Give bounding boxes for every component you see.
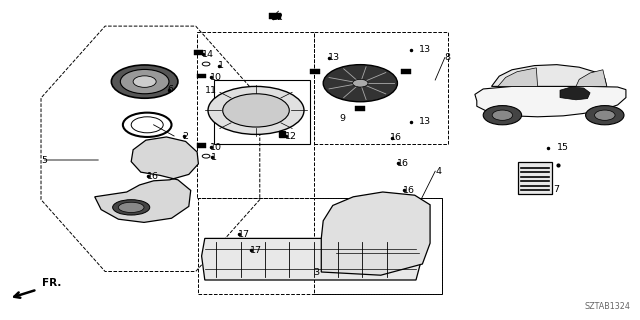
Circle shape: [202, 62, 210, 66]
Polygon shape: [321, 192, 430, 275]
Text: 12: 12: [272, 13, 284, 22]
Text: 16: 16: [403, 186, 415, 195]
Text: 11: 11: [205, 86, 217, 95]
Circle shape: [323, 65, 397, 102]
Circle shape: [133, 76, 156, 87]
Text: 16: 16: [397, 159, 409, 168]
Bar: [198, 198, 442, 294]
Bar: [355, 106, 365, 111]
Bar: [314, 32, 448, 144]
Text: 1: 1: [211, 153, 217, 162]
Text: 10: 10: [210, 143, 222, 152]
Circle shape: [483, 106, 522, 125]
Polygon shape: [95, 137, 198, 222]
Circle shape: [353, 79, 368, 87]
Text: 13: 13: [419, 45, 431, 54]
Text: 16: 16: [390, 133, 403, 142]
Text: 10: 10: [210, 73, 222, 82]
Text: 13: 13: [419, 117, 431, 126]
Bar: [194, 50, 203, 55]
Bar: [197, 32, 314, 198]
Bar: [269, 13, 281, 19]
Text: 2: 2: [182, 132, 188, 140]
Circle shape: [223, 94, 289, 127]
Polygon shape: [492, 65, 607, 86]
Circle shape: [595, 110, 615, 120]
Text: 15: 15: [557, 143, 569, 152]
Circle shape: [202, 154, 210, 158]
Text: 17: 17: [238, 230, 250, 239]
Bar: [314, 198, 442, 294]
Text: 7: 7: [554, 185, 559, 194]
Circle shape: [120, 69, 169, 94]
Circle shape: [586, 106, 624, 125]
Text: 3: 3: [314, 268, 320, 277]
Text: 12: 12: [285, 132, 297, 140]
Polygon shape: [576, 70, 607, 86]
Bar: [401, 69, 411, 74]
Text: 17: 17: [250, 246, 262, 255]
Polygon shape: [560, 87, 590, 100]
Bar: [518, 162, 552, 194]
Text: 14: 14: [202, 50, 214, 59]
Text: 8: 8: [445, 53, 451, 62]
Ellipse shape: [118, 202, 144, 212]
Polygon shape: [475, 86, 626, 117]
Text: 4: 4: [435, 167, 441, 176]
Ellipse shape: [113, 200, 150, 215]
Text: FR.: FR.: [42, 278, 61, 288]
Polygon shape: [202, 238, 422, 280]
Text: 13: 13: [328, 53, 340, 62]
Text: 16: 16: [147, 172, 159, 180]
Text: 9: 9: [339, 114, 345, 123]
Bar: [197, 143, 206, 148]
Bar: [310, 69, 320, 74]
Circle shape: [111, 65, 178, 98]
Text: 5: 5: [42, 156, 47, 164]
Circle shape: [492, 110, 513, 120]
Bar: [197, 74, 206, 78]
Circle shape: [208, 86, 304, 134]
Polygon shape: [498, 68, 538, 86]
Text: 6: 6: [168, 85, 173, 94]
Text: SZTAB1324: SZTAB1324: [584, 302, 630, 311]
Text: 1: 1: [218, 61, 223, 70]
